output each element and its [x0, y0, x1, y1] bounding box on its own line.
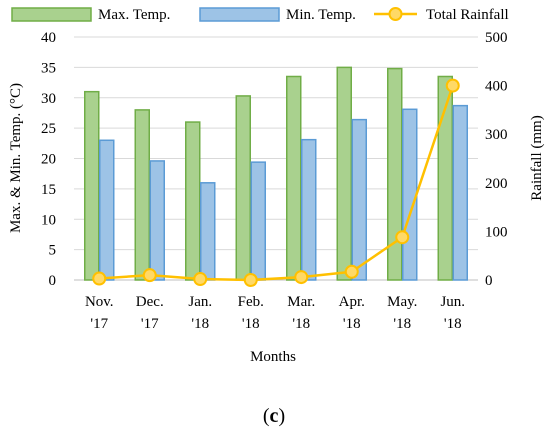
bar-max-temp [437, 75, 453, 281]
panel-label-close: ) [278, 405, 285, 427]
y-tick-label: 35 [41, 60, 56, 76]
x-tick-label: Jan. '18 [188, 294, 212, 332]
x-tick-label: Nov. '17 [85, 294, 114, 332]
rainfall-point [243, 273, 258, 287]
legend: Max. Temp. Min. Temp. Total Rainfall [11, 7, 509, 23]
right-axis-ticks: 0 100 200 300 400 500 [485, 30, 508, 289]
rainfall-point [193, 272, 208, 287]
bar-min-temp [99, 139, 115, 281]
legend-swatch [199, 7, 280, 22]
y2-tick-label: 300 [485, 127, 508, 143]
y-tick-label: 0 [49, 273, 57, 289]
x-tick-label: Apr. '18 [339, 294, 365, 332]
bar-min-temp [452, 104, 468, 281]
rainfall-point [142, 268, 157, 283]
rainfall-point [445, 78, 460, 93]
y2-tick-label: 400 [485, 79, 508, 95]
y2-tick-label: 0 [485, 273, 493, 289]
y-tick-label: 30 [41, 91, 56, 107]
rainfall-point [344, 264, 359, 279]
panel-label-open: ( [263, 405, 270, 427]
line-series [92, 78, 460, 287]
y-tick-label: 20 [41, 152, 56, 168]
x-tick-label: May. '18 [387, 294, 417, 332]
y-tick-label: 40 [41, 30, 56, 46]
rainfall-point [294, 270, 309, 285]
x-tick-label: Jun. '18 [440, 294, 465, 332]
y-tick-label: 15 [41, 182, 56, 198]
y2-axis-title: Rainfall (mm) [529, 115, 545, 200]
bar-min-temp [149, 160, 165, 281]
y2-tick-label: 200 [485, 176, 508, 192]
legend-marker [388, 7, 403, 21]
bar-min-temp [250, 161, 266, 281]
rainfall-point [395, 230, 410, 245]
bar-max-temp [185, 121, 201, 281]
x-tick-label: Feb. '18 [238, 294, 264, 332]
bar-min-temp [402, 108, 418, 281]
legend-label: Min. Temp. [286, 7, 356, 23]
legend-label: Total Rainfall [426, 7, 509, 23]
legend-label: Max. Temp. [98, 7, 170, 23]
y-tick-label: 10 [41, 212, 56, 228]
left-axis-ticks: 0 5 10 15 20 25 30 35 40 [41, 30, 56, 289]
legend-swatch [11, 7, 92, 22]
y-tick-label: 5 [49, 243, 57, 259]
bar-min-temp [351, 118, 367, 281]
bar-min-temp [301, 138, 317, 281]
panel-label-letter: c [270, 405, 279, 427]
x-tick-label: Mar. '18 [287, 294, 315, 332]
bar-max-temp [84, 90, 100, 281]
y-axis-title: Max. & Min. Temp. (°C) [8, 83, 24, 233]
x-axis-title: Months [250, 349, 296, 365]
bar-max-temp [387, 67, 403, 281]
x-tick-label: Dec. '17 [136, 294, 164, 332]
y2-tick-label: 100 [485, 224, 508, 240]
bar-series [84, 66, 468, 281]
rainfall-point [92, 271, 107, 286]
bar-max-temp [134, 109, 150, 281]
rainfall-line [99, 85, 454, 282]
y2-tick-label: 500 [485, 30, 508, 46]
bar-min-temp [200, 182, 216, 281]
bar-max-temp [286, 75, 302, 281]
y-tick-label: 25 [41, 121, 56, 137]
x-axis-ticks: Nov. '17 Dec. '17 Jan. '18 Feb. '18 Mar. '18 Apr. '… [85, 294, 465, 332]
bar-max-temp [336, 66, 352, 281]
panel-label: (c) [263, 405, 285, 427]
bar-max-temp [235, 95, 251, 281]
